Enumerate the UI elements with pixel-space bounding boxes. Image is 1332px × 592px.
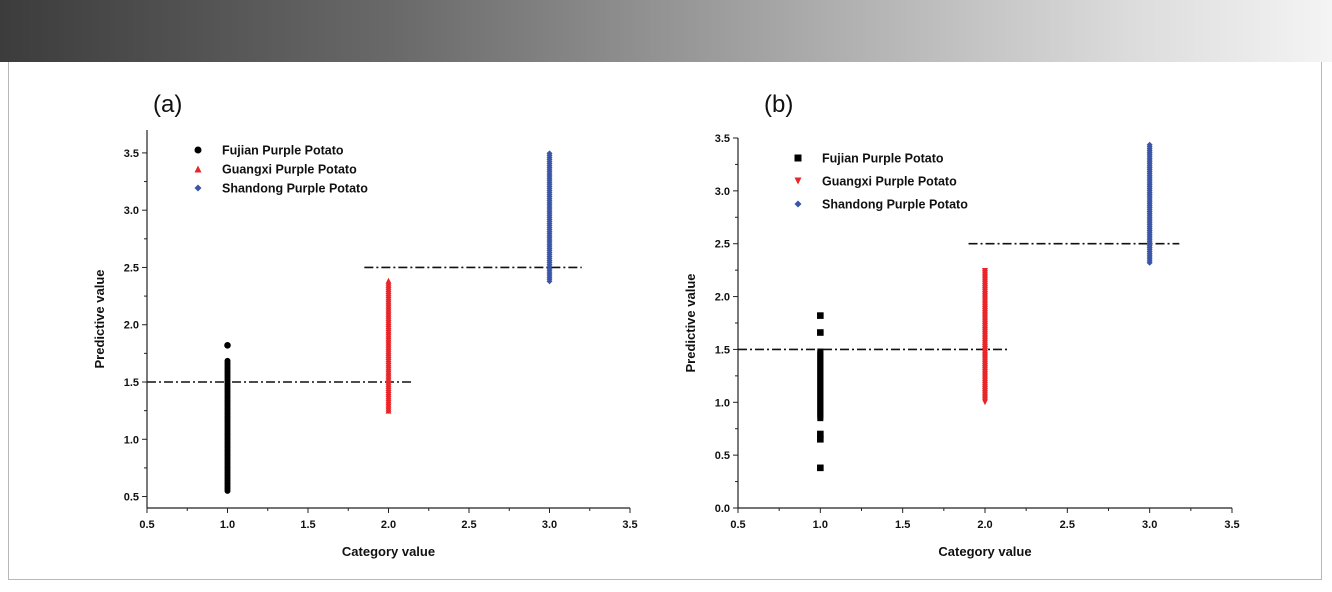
series-shandong-purple-potato	[1146, 141, 1153, 266]
y-tick-label: 0.0	[715, 503, 730, 515]
x-tick-label: 0.5	[139, 519, 154, 531]
y-tick-label: 1.5	[715, 344, 730, 356]
header-banner	[0, 0, 1332, 62]
series-fujian-purple-potato	[224, 342, 231, 494]
legend-label: Guangxi Purple Potato	[222, 163, 357, 177]
y-tick-label: 3.0	[715, 186, 730, 198]
x-tick-label: 2.0	[977, 519, 992, 531]
legend-marker	[194, 184, 202, 192]
x-tick-label: 1.5	[300, 519, 315, 531]
legend-marker	[794, 200, 802, 208]
series-shandong-purple-potato	[546, 150, 553, 285]
data-point	[817, 435, 824, 443]
data-point	[817, 430, 824, 438]
figure-frame	[8, 62, 1322, 580]
y-tick-label: 3.0	[124, 205, 139, 217]
x-tick-label: 3.5	[622, 519, 637, 531]
y-tick-label: 1.0	[715, 397, 730, 409]
data-point	[982, 267, 988, 274]
legend-marker	[194, 165, 202, 173]
y-tick-label: 2.0	[124, 320, 139, 332]
y-tick-label: 2.5	[124, 262, 139, 274]
legend-label: Guangxi Purple Potato	[822, 175, 957, 189]
y-tick-label: 2.0	[715, 292, 730, 304]
x-tick-label: 1.5	[895, 519, 910, 531]
legend-marker	[194, 146, 202, 154]
data-point	[224, 342, 231, 349]
y-tick-label: 3.5	[124, 148, 139, 160]
y-tick-label: 2.5	[715, 239, 730, 251]
data-point	[1146, 141, 1153, 148]
legend-label: Fujian Purple Potato	[822, 152, 944, 166]
data-point	[224, 357, 231, 364]
y-tick-label: 3.5	[715, 133, 730, 145]
x-tick-label: 3.0	[542, 519, 557, 531]
x-tick-label: 1.0	[220, 519, 235, 531]
x-axis-label-b: Category value	[938, 544, 1031, 559]
series-fujian-purple-potato	[817, 312, 824, 472]
data-point	[817, 312, 824, 319]
x-tick-label: 0.5	[730, 519, 745, 531]
y-tick-label: 1.0	[124, 434, 139, 446]
y-tick-label: 0.5	[124, 492, 139, 504]
x-tick-label: 1.0	[813, 519, 828, 531]
legend-label: Shandong Purple Potato	[822, 198, 968, 212]
legend-marker	[794, 154, 802, 162]
x-axis-label-a: Category value	[342, 544, 435, 559]
data-point	[546, 150, 553, 157]
x-tick-label: 3.5	[1224, 519, 1239, 531]
panel-label-b: (b)	[764, 91, 793, 118]
y-tick-label: 1.5	[124, 377, 139, 389]
y-tick-label: 0.5	[715, 450, 730, 462]
legend-label: Shandong Purple Potato	[222, 182, 368, 196]
series-guangxi-purple-potato	[982, 267, 988, 406]
x-tick-label: 2.0	[381, 519, 396, 531]
y-axis-label-a: Predictive value	[92, 270, 107, 369]
legend-label: Fujian Purple Potato	[222, 144, 344, 158]
data-point	[817, 348, 824, 355]
panel-label-a: (a)	[153, 91, 182, 118]
series-guangxi-purple-potato	[385, 277, 392, 414]
x-tick-label: 2.5	[1060, 519, 1075, 531]
legend-marker	[794, 177, 802, 185]
data-point	[817, 329, 824, 336]
x-tick-label: 3.0	[1142, 519, 1157, 531]
y-axis-label-b: Predictive value	[683, 274, 698, 373]
data-point	[817, 464, 824, 472]
x-tick-label: 2.5	[461, 519, 476, 531]
data-point	[385, 277, 392, 284]
